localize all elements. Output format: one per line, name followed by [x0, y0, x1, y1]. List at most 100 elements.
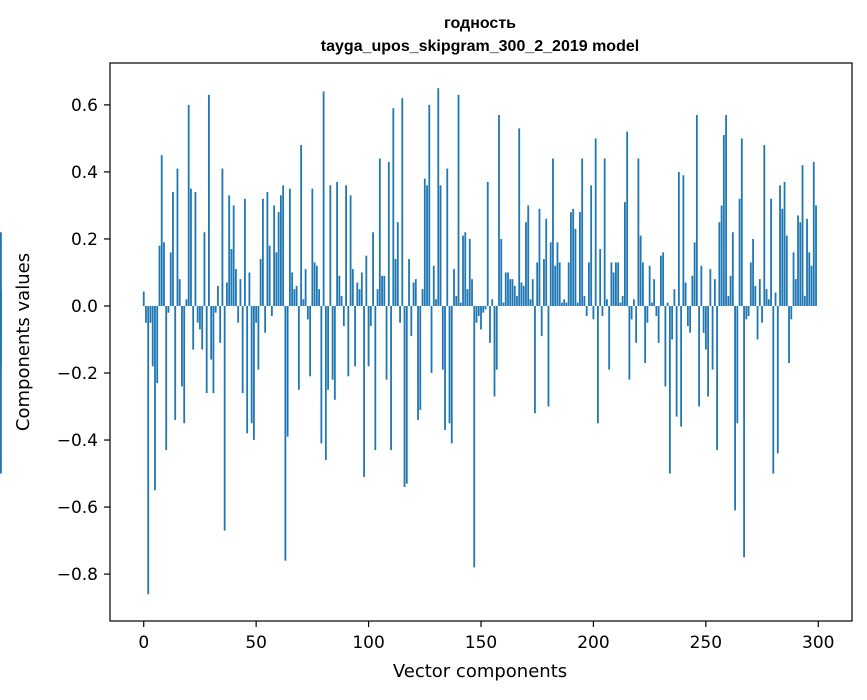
bar — [354, 305, 356, 367]
bar — [480, 305, 482, 330]
bar — [439, 185, 442, 306]
bar — [538, 208, 541, 306]
bar — [572, 208, 575, 306]
bar — [576, 302, 579, 306]
bar — [594, 138, 597, 306]
bar — [201, 305, 204, 350]
bar — [552, 158, 554, 306]
bar — [722, 135, 725, 306]
bar — [716, 305, 718, 451]
bar — [770, 198, 772, 306]
bar — [549, 242, 552, 306]
bar — [653, 279, 656, 306]
bar — [0, 305, 2, 367]
bar — [295, 285, 298, 306]
bar — [738, 198, 741, 306]
bar — [815, 205, 817, 306]
bar — [259, 259, 262, 306]
bar — [297, 305, 300, 390]
y-axis-label: Components values — [13, 253, 34, 431]
bar — [187, 104, 190, 306]
bar — [486, 181, 489, 306]
bar — [237, 305, 240, 323]
bar — [426, 185, 428, 306]
bar — [493, 305, 496, 397]
bar — [381, 275, 383, 306]
bar — [765, 289, 768, 306]
bar — [637, 158, 640, 306]
bar — [790, 305, 793, 320]
bar — [324, 305, 327, 461]
bar — [525, 222, 527, 306]
bar — [208, 94, 210, 306]
bar — [363, 305, 365, 477]
x-tick-label: 200 — [577, 633, 609, 653]
bar — [178, 279, 181, 306]
bar — [718, 222, 721, 306]
bar — [482, 305, 485, 313]
bar — [302, 299, 305, 306]
bar — [367, 305, 370, 367]
bar — [561, 302, 563, 306]
bar — [588, 262, 590, 306]
bar — [720, 205, 723, 306]
bar — [468, 238, 471, 306]
bar — [747, 305, 750, 317]
bar — [673, 289, 676, 306]
bar — [783, 181, 786, 306]
bar — [383, 275, 386, 306]
bar — [709, 269, 712, 306]
bar — [606, 299, 608, 306]
bar — [522, 285, 525, 306]
bar — [253, 305, 255, 441]
bar — [311, 188, 314, 306]
axes: 0 50 100 150 200 250 300 −0.8 −0.6 −0.4 −0.2 0.0 0.2… — [57, 62, 853, 653]
bar — [736, 305, 739, 424]
bar — [624, 202, 626, 306]
bar — [417, 305, 419, 420]
bar — [221, 168, 224, 306]
bar — [185, 299, 188, 306]
bar — [0, 305, 2, 474]
bar — [387, 161, 390, 306]
bar — [579, 212, 581, 306]
bar — [495, 305, 498, 370]
bar — [633, 299, 635, 306]
bar — [0, 289, 2, 306]
bar — [320, 305, 323, 444]
bar — [527, 205, 530, 306]
bar — [567, 262, 570, 306]
bar — [628, 305, 631, 380]
bar — [464, 232, 467, 306]
bar — [268, 245, 271, 306]
bar — [644, 305, 647, 363]
bar — [659, 255, 662, 306]
bar — [520, 282, 523, 306]
bar — [336, 181, 338, 306]
bar — [390, 305, 392, 451]
bar — [401, 98, 404, 306]
bar — [446, 168, 449, 306]
bar — [246, 305, 249, 434]
bar — [226, 282, 228, 306]
bar — [306, 305, 309, 320]
bar — [165, 305, 168, 451]
bar — [286, 305, 289, 437]
bar — [693, 242, 696, 306]
bar — [731, 232, 734, 306]
bar — [217, 285, 219, 306]
bar — [477, 305, 480, 317]
bar — [205, 305, 208, 394]
bar — [570, 212, 572, 306]
bar — [214, 305, 217, 313]
bar — [284, 305, 287, 561]
bar — [704, 305, 707, 350]
bar — [358, 289, 361, 306]
bar — [158, 245, 161, 306]
y-tick-label: −0.2 — [57, 364, 98, 384]
bar — [219, 305, 222, 343]
bar — [758, 279, 761, 306]
bar — [275, 252, 278, 306]
bar — [767, 299, 770, 306]
x-tick-label: 100 — [352, 633, 384, 653]
